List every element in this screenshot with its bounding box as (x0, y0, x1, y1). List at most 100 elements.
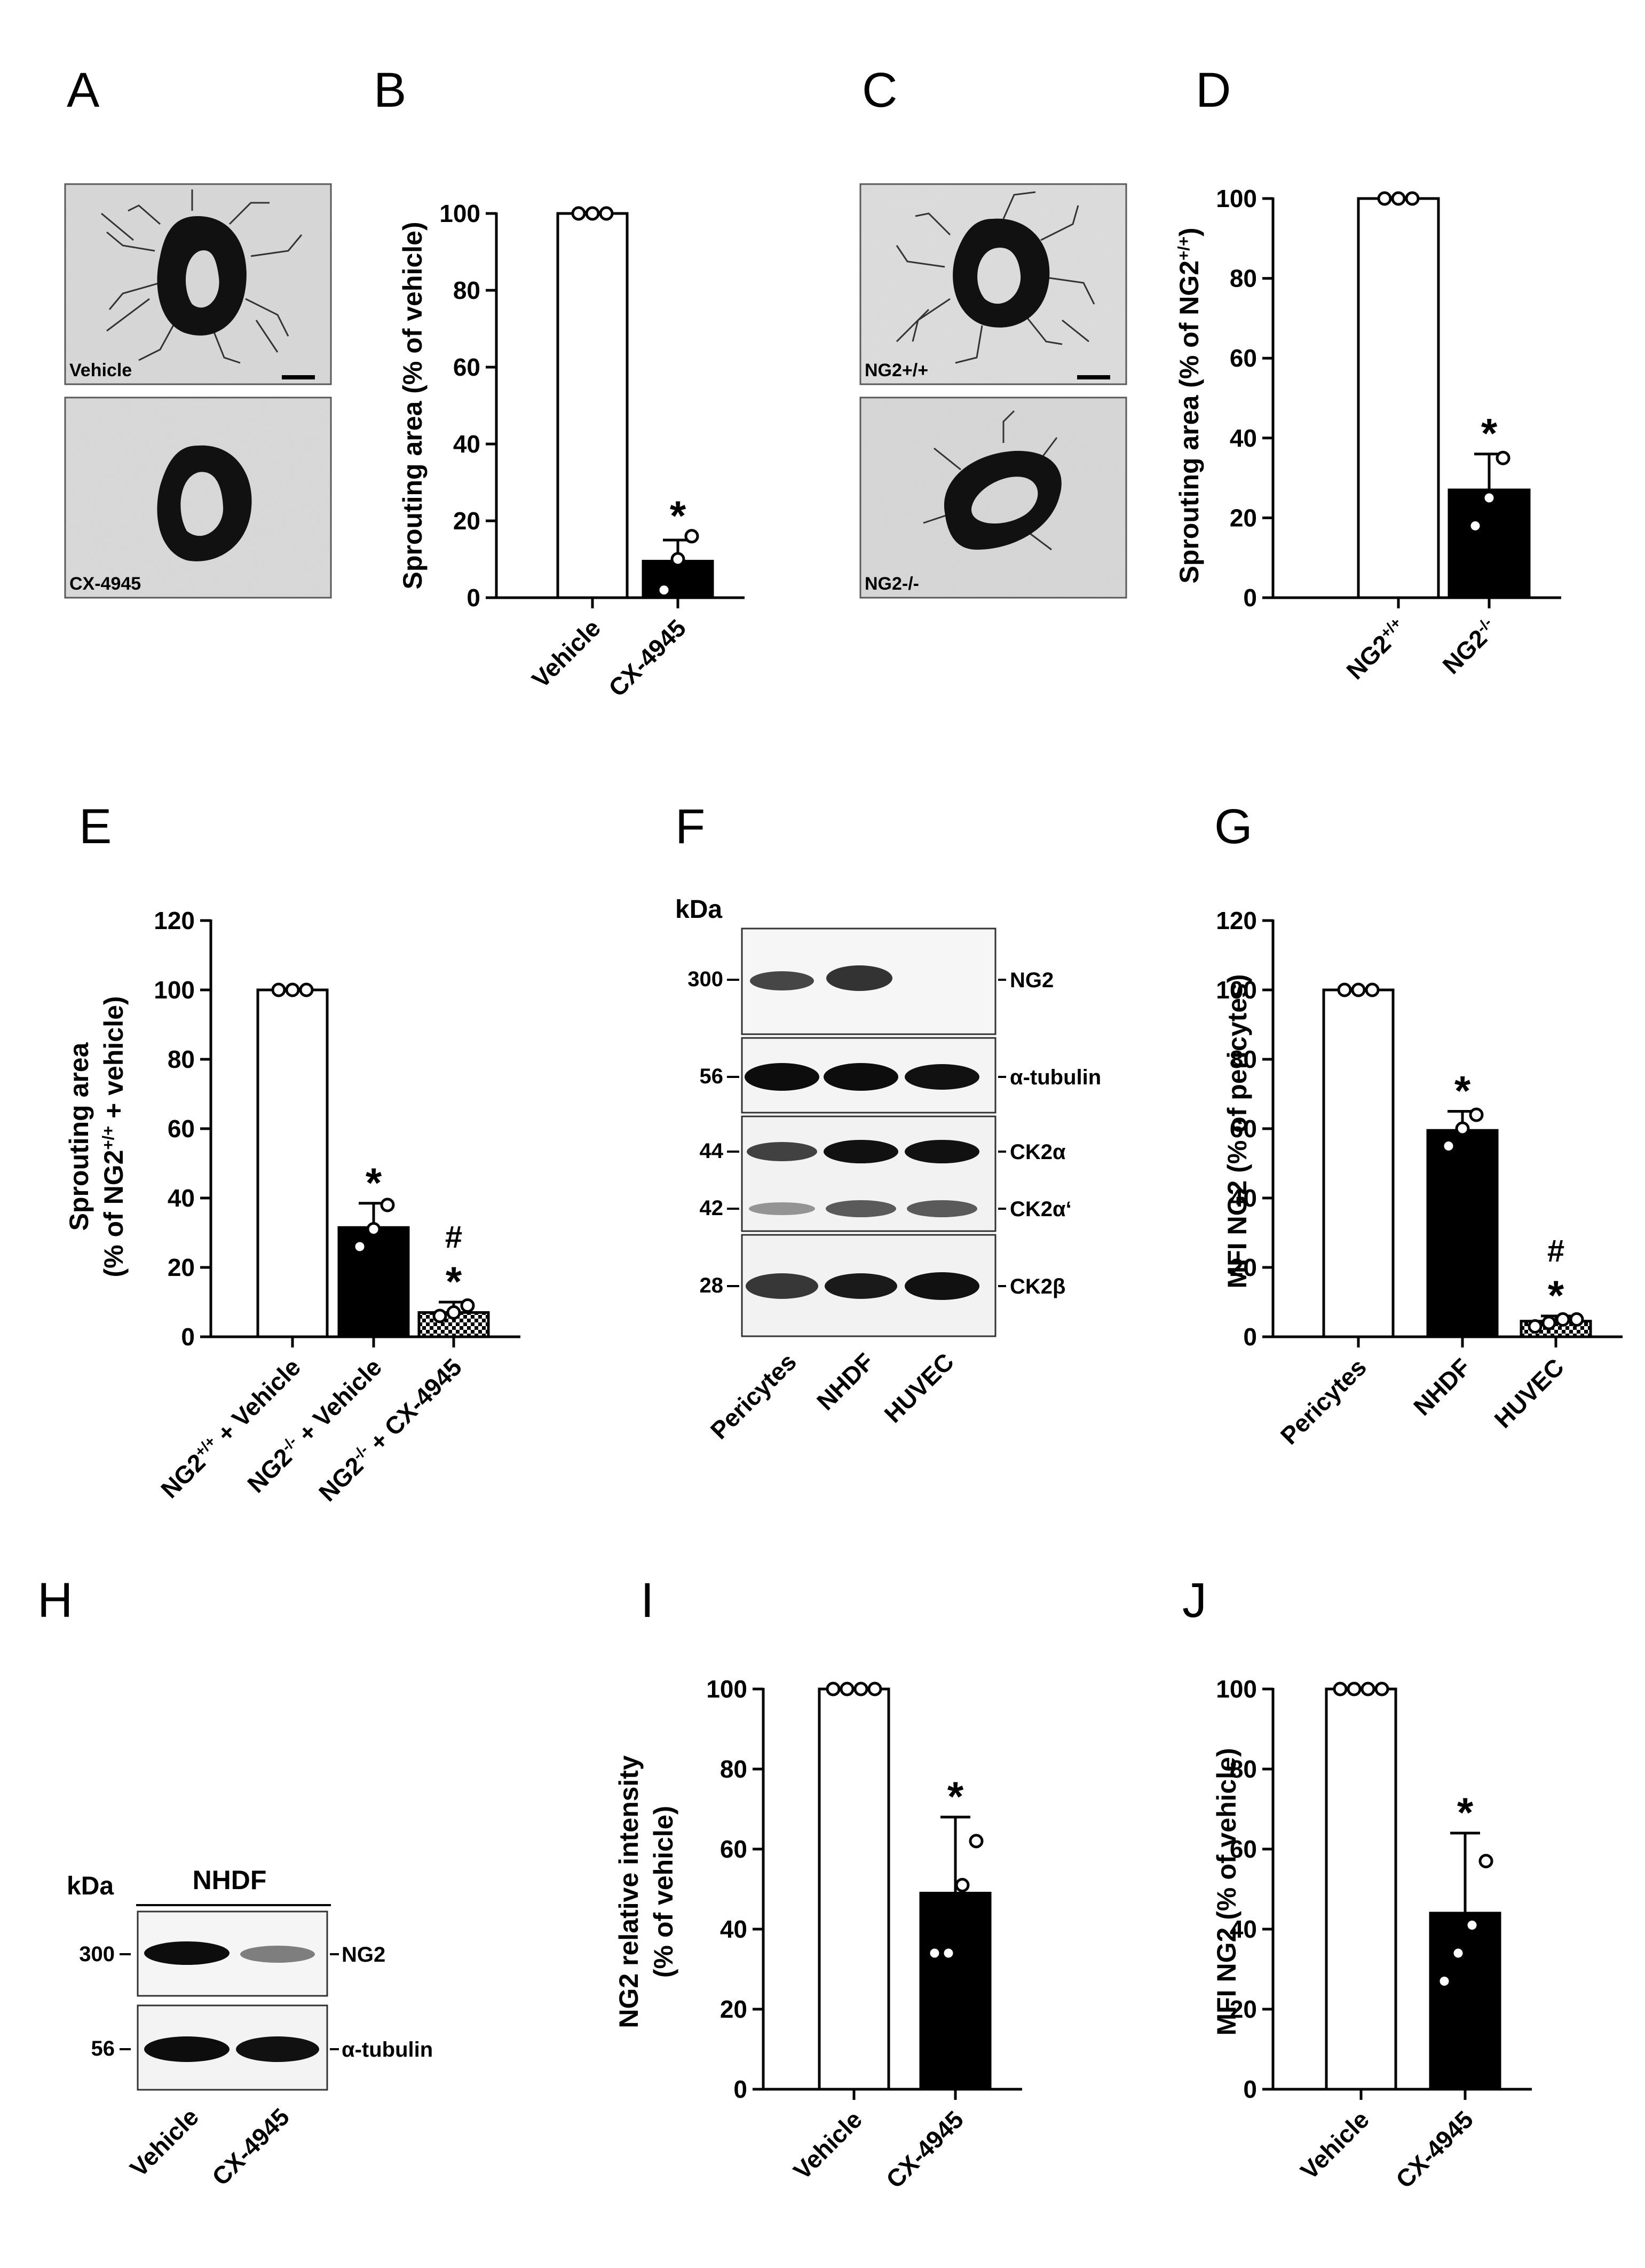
y-tick-label: 20 (1230, 1254, 1257, 1281)
x-tick-label: NG2-/- (1437, 614, 1502, 679)
significance-star: * (1457, 1789, 1474, 1836)
data-point (1405, 191, 1420, 206)
y-tick-label: 0 (733, 2075, 747, 2103)
significance-star: * (1481, 410, 1498, 457)
y-tick-label: 40 (720, 1915, 747, 1943)
bar-1 (337, 1226, 410, 1338)
blot-f-ck2a (741, 1115, 997, 1232)
significance-star: * (670, 492, 686, 539)
significance-hash: # (445, 1220, 462, 1255)
data-point (670, 552, 685, 567)
lane-label-vehicle-h: Vehicle (124, 2103, 204, 2182)
kda-marker-42: 42 (700, 1196, 724, 1220)
y-tick-label: 100 (439, 200, 480, 227)
panel-letter-i: I (640, 1573, 654, 1628)
blot-f-ng2 (741, 927, 997, 1035)
data-point (657, 583, 671, 598)
scale-bar-c (1077, 375, 1110, 379)
data-point (1478, 1854, 1493, 1868)
data-point (460, 1298, 475, 1313)
significance-star: * (1548, 1272, 1564, 1319)
scale-bar-a (282, 375, 315, 379)
y-tick-label: 40 (1230, 424, 1257, 452)
band-label-ng2-h: NG2 (342, 1943, 385, 1966)
data-point (1337, 982, 1352, 997)
kda-marker-56-h: 56 (91, 2037, 115, 2060)
y-tick-label: 40 (1230, 1915, 1257, 1943)
x-tick-label: CX-4945 (881, 2105, 969, 2193)
data-point (432, 1309, 447, 1323)
lane-label-nhdf: NHDF (811, 1347, 879, 1415)
panel-f: F kDa 300 56 (675, 799, 1101, 1445)
data-point (1391, 191, 1406, 206)
data-point (571, 206, 586, 221)
band-label-ck2a-prime: CK2α‘ (1010, 1198, 1072, 1221)
label-text: MFI NG2 (% of vehicle) (1212, 1748, 1241, 2036)
ring-a-vehicle (157, 216, 247, 336)
bar-0 (1322, 988, 1395, 1338)
y-tick-label: 100 (1216, 1675, 1257, 1703)
micrograph-label-cx4945: CX-4945 (69, 574, 141, 594)
label-text: HUVEC (1489, 1353, 1569, 1433)
y-tick-label: 0 (466, 584, 480, 612)
micrograph-a-cx4945: CX-4945 (64, 396, 332, 599)
data-point (1482, 490, 1497, 505)
y-tick-label: 100 (1216, 976, 1257, 1004)
data-point (969, 1834, 984, 1849)
y-tick-label: 20 (168, 1254, 195, 1281)
bar-0 (256, 988, 329, 1338)
data-point (927, 1946, 942, 1961)
chart-d: D 0 20 40 60 80 100 Sprouting area (% of NG2+/+… (1174, 63, 1561, 685)
x-tick-label: NG2-/- + Vehicle (242, 1353, 387, 1498)
bar-1 (642, 560, 714, 599)
band-label-tubulin: α-tubulin (1010, 1066, 1101, 1089)
data-point (684, 529, 699, 544)
blot-h-tubulin (137, 2004, 328, 2091)
blot-f-tubulin (741, 1037, 997, 1114)
x-tick-label: Vehicle (526, 614, 606, 693)
y-axis-label: Sprouting area (% of NG2+/+) (1174, 227, 1205, 583)
data-point (299, 982, 314, 997)
y-tick-label: 0 (1243, 1323, 1257, 1351)
data-point (585, 206, 600, 221)
x-tick-label: NG2-/- + CX-4945 (313, 1353, 467, 1506)
bar-1 (1426, 1129, 1499, 1338)
data-point (285, 982, 300, 997)
kda-marker-44: 44 (700, 1139, 724, 1163)
y-tick-label: 20 (1230, 504, 1257, 532)
x-tick-label: NG2+/+ (1341, 614, 1412, 685)
kda-marker-28: 28 (700, 1274, 724, 1297)
lane-label-huvec: HUVEC (879, 1347, 959, 1428)
band-label-tubulin-h: α-tubulin (342, 2038, 433, 2061)
chart-b: B 0 20 40 60 80 100 Sprouting area (% of vehicl… (374, 63, 745, 702)
data-point (840, 1682, 855, 1696)
label-text: Pericytes (1275, 1353, 1372, 1449)
micrograph-label-ng2-ko: NG2-/- (865, 574, 919, 594)
label-text: + vehicle) (99, 996, 129, 1126)
y-axis-label: NG2 relative intensity (614, 1755, 644, 2028)
y-tick-label: 40 (453, 430, 480, 458)
data-point (1528, 1319, 1543, 1334)
data-point (1541, 1315, 1556, 1330)
y-tick-label: 40 (1230, 1184, 1257, 1212)
data-point (1347, 1682, 1362, 1696)
y-tick-label: 80 (720, 1755, 747, 1783)
panel-letter-j: J (1182, 1573, 1207, 1628)
data-point (867, 1682, 882, 1696)
blot-h-ng2 (137, 1910, 328, 1997)
panel-letter-d: D (1196, 63, 1231, 117)
data-point (1555, 1312, 1570, 1327)
data-point (853, 1682, 868, 1696)
label-text: CX-4945 (881, 2105, 969, 2193)
y-tick-label: 0 (1243, 584, 1257, 612)
chart-i: I 0 20 40 60 80 100 NG2 relative intensity (% of… (614, 1573, 1022, 2193)
panel-letter-b: B (374, 63, 406, 117)
data-point (1569, 1312, 1584, 1327)
x-tick-label: Vehicle (1295, 2105, 1374, 2185)
data-point (352, 1239, 367, 1254)
lane-label-cx4945-h: CX-4945 (207, 2103, 295, 2191)
data-point (1441, 1139, 1456, 1153)
data-point (1455, 1121, 1470, 1136)
panel-letter-a: A (67, 63, 100, 117)
